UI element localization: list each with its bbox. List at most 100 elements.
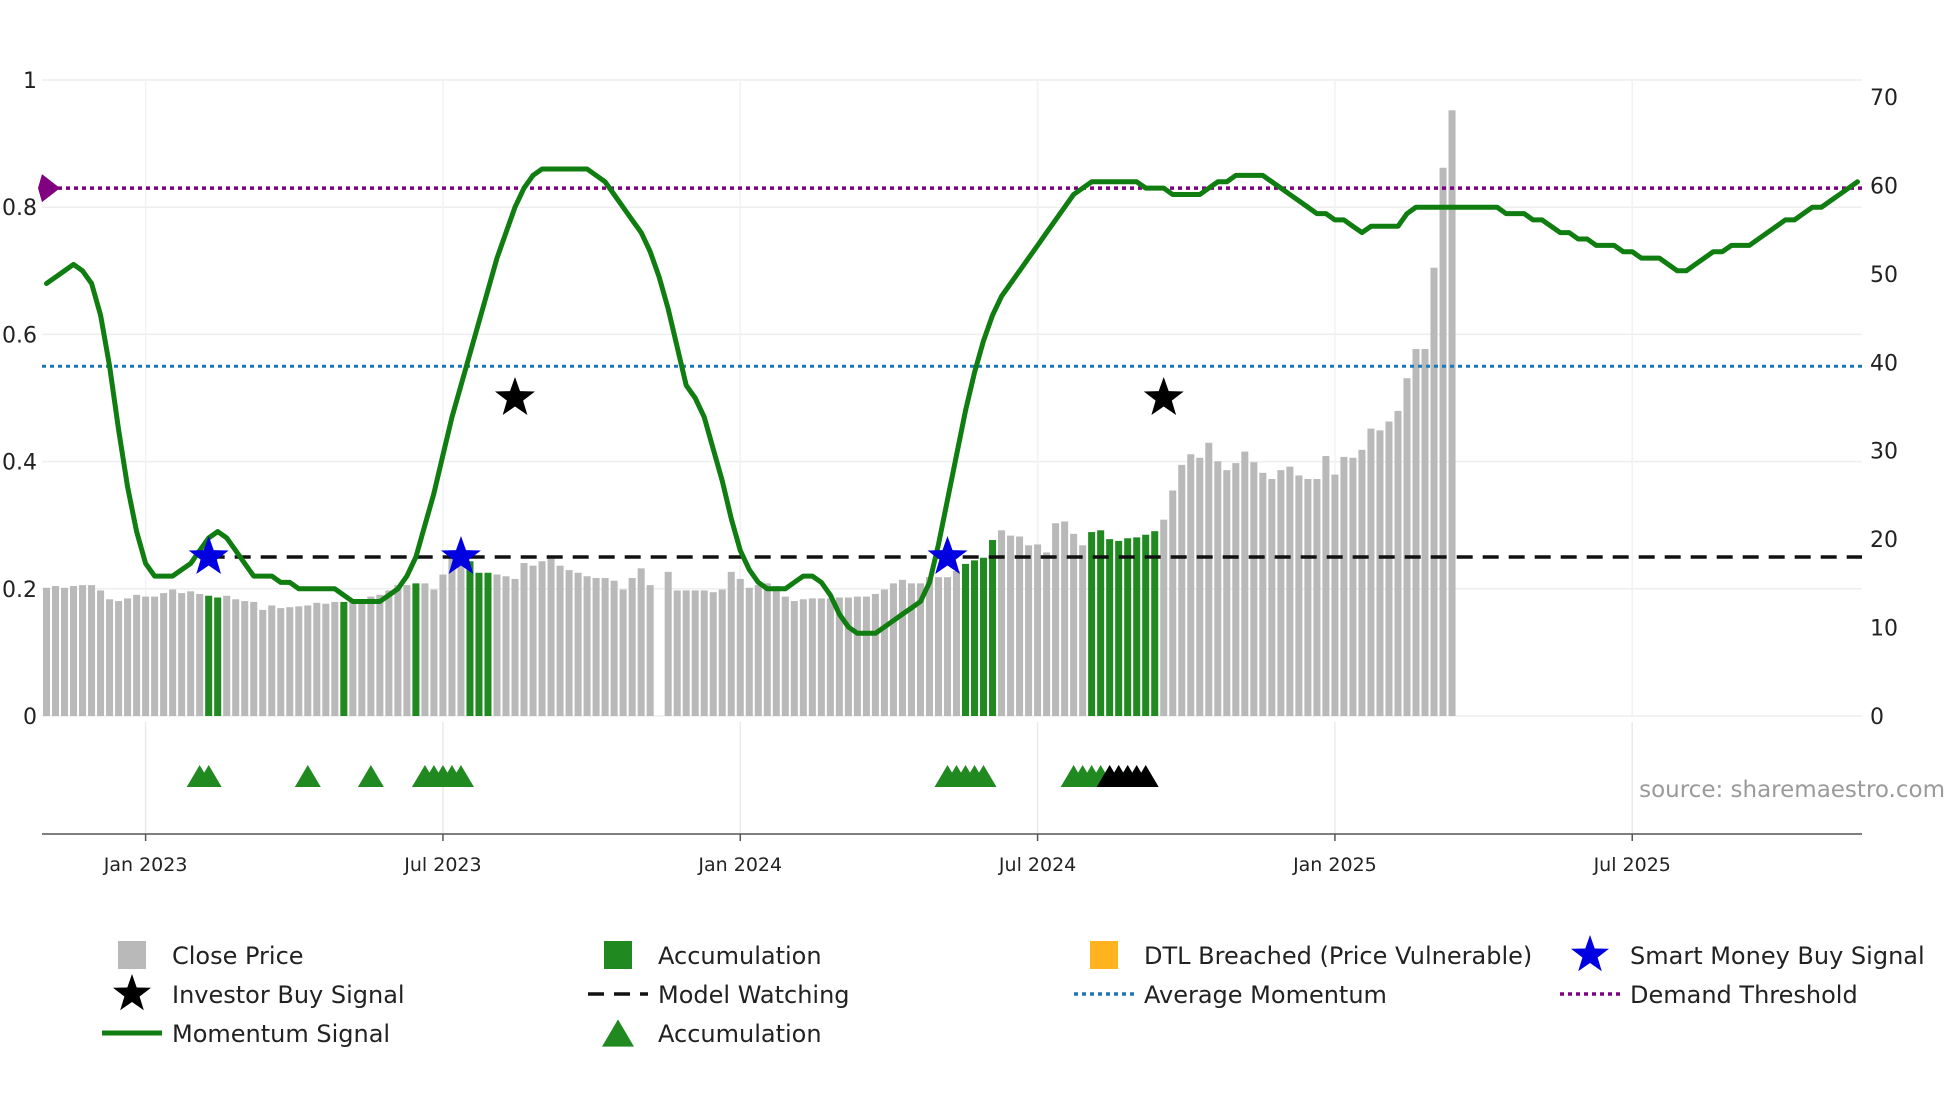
close-price-bar — [421, 583, 429, 716]
right-axis-tick-label: 10 — [1870, 617, 1898, 642]
close-price-bar — [160, 593, 168, 716]
close-price-bar — [1268, 479, 1276, 716]
close-price-bar — [529, 565, 537, 716]
right-axis-tick-label: 20 — [1870, 528, 1898, 553]
close-price-bar — [1196, 457, 1204, 716]
close-price-bar — [295, 606, 303, 716]
close-price-bar — [1061, 521, 1069, 716]
close-price-bar — [1385, 421, 1393, 716]
accumulation-bar — [980, 557, 988, 716]
close-price-bar — [1169, 490, 1177, 716]
close-price-bar — [223, 595, 231, 716]
accumulation-bar — [1124, 538, 1132, 716]
x-axis-tick-label: Jan 2024 — [697, 854, 782, 876]
legend-label: Demand Threshold — [1630, 981, 1858, 1009]
left-axis-tick-label: 0.6 — [2, 323, 37, 348]
close-price-bar — [367, 596, 375, 716]
legend-star-icon — [1571, 935, 1609, 972]
close-price-bar — [736, 578, 744, 716]
close-price-bar — [124, 598, 132, 716]
x-axis-tick-label: Jan 2025 — [1292, 854, 1377, 876]
close-price-bar — [394, 585, 402, 716]
close-price-bar — [1214, 461, 1222, 716]
close-price-bar — [1376, 430, 1384, 716]
accumulation-bar — [962, 563, 970, 716]
close-price-bar — [430, 589, 438, 716]
close-price-bar — [151, 596, 159, 716]
left-axis-tick-label: 1 — [23, 69, 37, 94]
close-price-bar — [511, 578, 519, 716]
left-axis-tick-label: 0.2 — [2, 578, 37, 603]
smart-money-buy-signal-star — [441, 536, 481, 574]
x-axis-tick-label: Jul 2023 — [403, 854, 481, 876]
accumulation-bar — [1115, 540, 1123, 716]
close-price-bar — [42, 587, 51, 716]
accumulation-bar — [475, 572, 483, 716]
accumulation-bar — [214, 597, 222, 716]
legend-swatch — [1090, 941, 1118, 969]
close-price-bar — [385, 590, 393, 716]
accumulation-bar — [1097, 530, 1105, 716]
close-price-bar — [556, 565, 564, 716]
legend-label: Model Watching — [658, 981, 850, 1009]
legend-label: Average Momentum — [1144, 981, 1387, 1009]
legend-star-icon — [113, 974, 151, 1011]
close-price-bar — [259, 609, 267, 716]
close-price-bar — [907, 583, 915, 716]
close-price-bar — [934, 577, 942, 716]
legend-label: Accumulation — [658, 942, 822, 970]
close-price-bar — [1412, 349, 1420, 716]
close-price-bar — [115, 601, 123, 716]
close-price-bar — [1358, 449, 1366, 716]
close-price-bar — [1286, 466, 1294, 716]
reference-lines — [38, 174, 1862, 559]
close-price-bar — [754, 585, 762, 716]
close-price-bar — [1349, 457, 1357, 716]
accumulation-bar — [971, 560, 979, 716]
black-signal-triangle — [1132, 764, 1159, 788]
close-price-bar — [565, 570, 573, 716]
close-price-bar — [1070, 533, 1078, 716]
right-axis-tick-label: 40 — [1870, 351, 1898, 376]
close-price-bar — [1421, 349, 1429, 716]
smart-money-buy-signal-star — [927, 536, 968, 574]
close-price-bar — [952, 570, 961, 716]
left-axis-tick-label: 0 — [23, 705, 37, 730]
close-price-bar — [781, 596, 789, 716]
close-price-bar — [1079, 545, 1087, 716]
legend-triangle-icon — [602, 1019, 634, 1047]
close-price-bar — [196, 593, 204, 716]
close-price-bar — [403, 585, 411, 716]
grid-lines — [42, 79, 1862, 834]
close-price-bar — [97, 590, 105, 716]
close-price-bar — [1277, 470, 1285, 716]
close-price-bar — [835, 597, 843, 716]
close-price-bar — [178, 593, 186, 716]
close-price-bar — [1304, 479, 1312, 716]
close-price-bar — [601, 578, 609, 716]
close-price-bar — [880, 589, 888, 716]
accumulation-strip — [186, 764, 1159, 788]
close-price-bar — [547, 558, 555, 716]
close-price-bar — [619, 589, 627, 716]
close-price-bar — [1340, 456, 1348, 716]
accumulation-bar — [1151, 531, 1159, 716]
legend-label: Close Price — [172, 942, 304, 970]
close-price-bar — [1034, 544, 1042, 716]
close-price-bar — [709, 592, 717, 716]
accumulation-triangle — [970, 764, 997, 788]
x-axis-tick-label: Jul 2025 — [1593, 854, 1671, 876]
close-price-bar — [1223, 470, 1231, 716]
close-price-bar — [232, 599, 240, 716]
signal-markers — [188, 377, 1184, 574]
close-price-bar — [1232, 463, 1240, 716]
close-price-bar — [718, 589, 726, 716]
momentum-line-group — [44, 166, 1860, 636]
accumulation-bar — [1088, 532, 1096, 716]
price-bars — [42, 110, 1456, 716]
close-price-bar — [1295, 475, 1303, 716]
close-price-bar — [772, 586, 780, 716]
